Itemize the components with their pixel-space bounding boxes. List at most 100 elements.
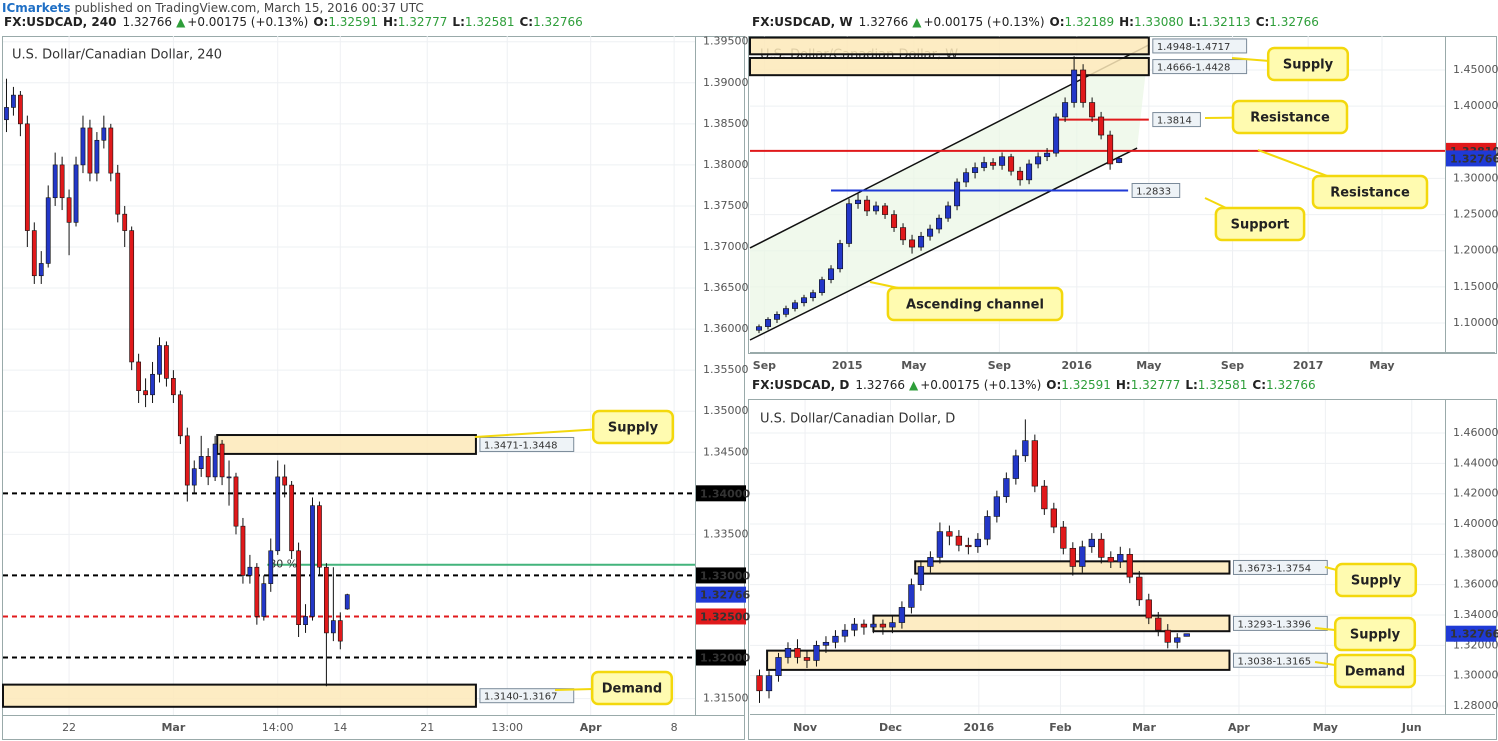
candle-body <box>317 505 322 568</box>
last-price: 1.32766 <box>122 15 172 29</box>
toolbar: FX:USDCAD, D 1.32766 ▲ +0.00175 (+0.13%) O:1… <box>752 378 1316 392</box>
panel-frame <box>2 36 745 740</box>
zone-label-box <box>1232 652 1328 668</box>
callout-label: Ascending channel <box>906 298 1044 313</box>
callout-label: Resistance <box>1330 186 1410 201</box>
candle-body <box>945 205 952 219</box>
candle-body <box>846 203 853 244</box>
candle-body <box>268 550 274 584</box>
candle-body <box>122 213 128 231</box>
y-tick-label: 1.15000 <box>1453 280 1498 293</box>
candle-body <box>813 645 820 661</box>
ohlc-value: 1.32766 <box>533 15 583 29</box>
candle-body <box>52 164 58 199</box>
candle-body <box>254 566 260 617</box>
fib-label: 80 % <box>269 558 297 571</box>
candle-body <box>1107 134 1114 165</box>
callout-box <box>1334 562 1418 598</box>
candle-body <box>59 164 65 199</box>
callout-box <box>1214 206 1306 242</box>
candle-body <box>1035 156 1042 165</box>
y-tick-label: 1.36000 <box>703 322 749 335</box>
level-label: 1.2833 <box>1136 186 1171 197</box>
candle-body <box>337 620 343 642</box>
ohlc-key: L: <box>1185 378 1197 392</box>
candle-body <box>219 443 225 478</box>
candle-body <box>864 199 871 212</box>
ohlc-key: C: <box>1252 378 1266 392</box>
callout-label: Demand <box>602 682 663 697</box>
toolbar: FX:USDCAD, W 1.32766 ▲ +0.00175 (+0.13%) O:1… <box>752 15 1319 29</box>
candle-body <box>1008 156 1015 172</box>
candle-body <box>1107 557 1114 563</box>
candle-body <box>1041 485 1048 510</box>
ohlc-value: 1.32189 <box>1065 15 1115 29</box>
x-tick-label: Apr <box>1228 721 1250 734</box>
y-tick-label: 1.36500 <box>703 281 749 294</box>
zone-label-box <box>479 436 575 452</box>
y-tick-label: 1.38000 <box>703 158 749 171</box>
x-tick-label: Dec <box>879 721 902 734</box>
candle-body <box>882 205 889 215</box>
candle-body <box>792 302 799 309</box>
zone <box>216 434 477 455</box>
x-tick-label: Mar <box>1132 721 1156 734</box>
candle-body <box>289 484 295 552</box>
y-tick-label: 1.10000 <box>1453 316 1498 329</box>
candle-body <box>855 199 862 205</box>
toolbar: FX:USDCAD, 240 1.32766 ▲ +0.00175 (+0.13%) O… <box>4 15 583 29</box>
candle-body <box>184 435 190 486</box>
price-badge-label: 1.32766 <box>700 589 750 602</box>
candle-body <box>205 456 211 478</box>
level-label: 1.3814 <box>1157 116 1192 127</box>
level-badge <box>696 485 746 502</box>
x-tick-label: Apr <box>580 721 602 734</box>
candle-body <box>344 594 350 610</box>
candle-body <box>1145 599 1152 619</box>
x-tick-label: Sep <box>988 359 1011 372</box>
x-tick-label: Nov <box>793 721 818 734</box>
zone <box>749 56 1150 77</box>
y-tick-label: 1.37500 <box>703 199 749 212</box>
candle-body <box>999 156 1006 166</box>
header-text: published on TradingView.com, March 15, … <box>74 1 423 15</box>
candle-body <box>226 476 232 479</box>
y-tick-label: 1.39500 <box>703 35 749 48</box>
level-badge-label: 1.32500 <box>700 610 750 623</box>
candle-body <box>1089 102 1096 118</box>
candle-body <box>171 378 176 396</box>
candle-body <box>1062 102 1069 118</box>
callout-box <box>590 670 674 706</box>
x-tick-label: May <box>901 359 926 372</box>
candle-body <box>143 390 148 396</box>
candle-body <box>1050 508 1057 528</box>
ohlc-key: O: <box>1050 15 1065 29</box>
ohlc-key: H: <box>1119 15 1134 29</box>
x-tick-label: Sep <box>753 359 776 372</box>
candle-body <box>303 616 308 625</box>
zone-label: 1.4666-1.4428 <box>1157 63 1231 74</box>
y-tick-label: 1.28000 <box>1453 699 1498 712</box>
y-tick-label: 1.44000 <box>1453 456 1498 469</box>
candle-body <box>11 94 16 108</box>
candle-body <box>1136 576 1143 601</box>
callout-label: Supply <box>1351 574 1402 589</box>
candle-body <box>4 107 9 121</box>
candle-body <box>832 635 839 643</box>
callout-label: Supply <box>1283 58 1334 73</box>
y-tick-label: 1.42000 <box>1453 487 1498 500</box>
candle-body <box>1117 554 1124 563</box>
ohlc-value: 1.32777 <box>398 15 448 29</box>
panel-frame <box>748 399 1497 740</box>
candle-body <box>879 623 887 628</box>
change: +0.00175 (+0.13%) <box>920 378 1041 392</box>
y-tick-label: 1.34000 <box>1453 608 1498 621</box>
callout-box <box>1333 653 1417 689</box>
price-badge-label: 1.32766 <box>1450 152 1498 165</box>
candle-body <box>794 648 801 658</box>
callout-label: Demand <box>1345 665 1406 680</box>
candle-body <box>898 607 906 623</box>
candle-body <box>819 279 826 293</box>
level-label-box <box>1152 112 1201 128</box>
candle-body <box>873 205 880 212</box>
